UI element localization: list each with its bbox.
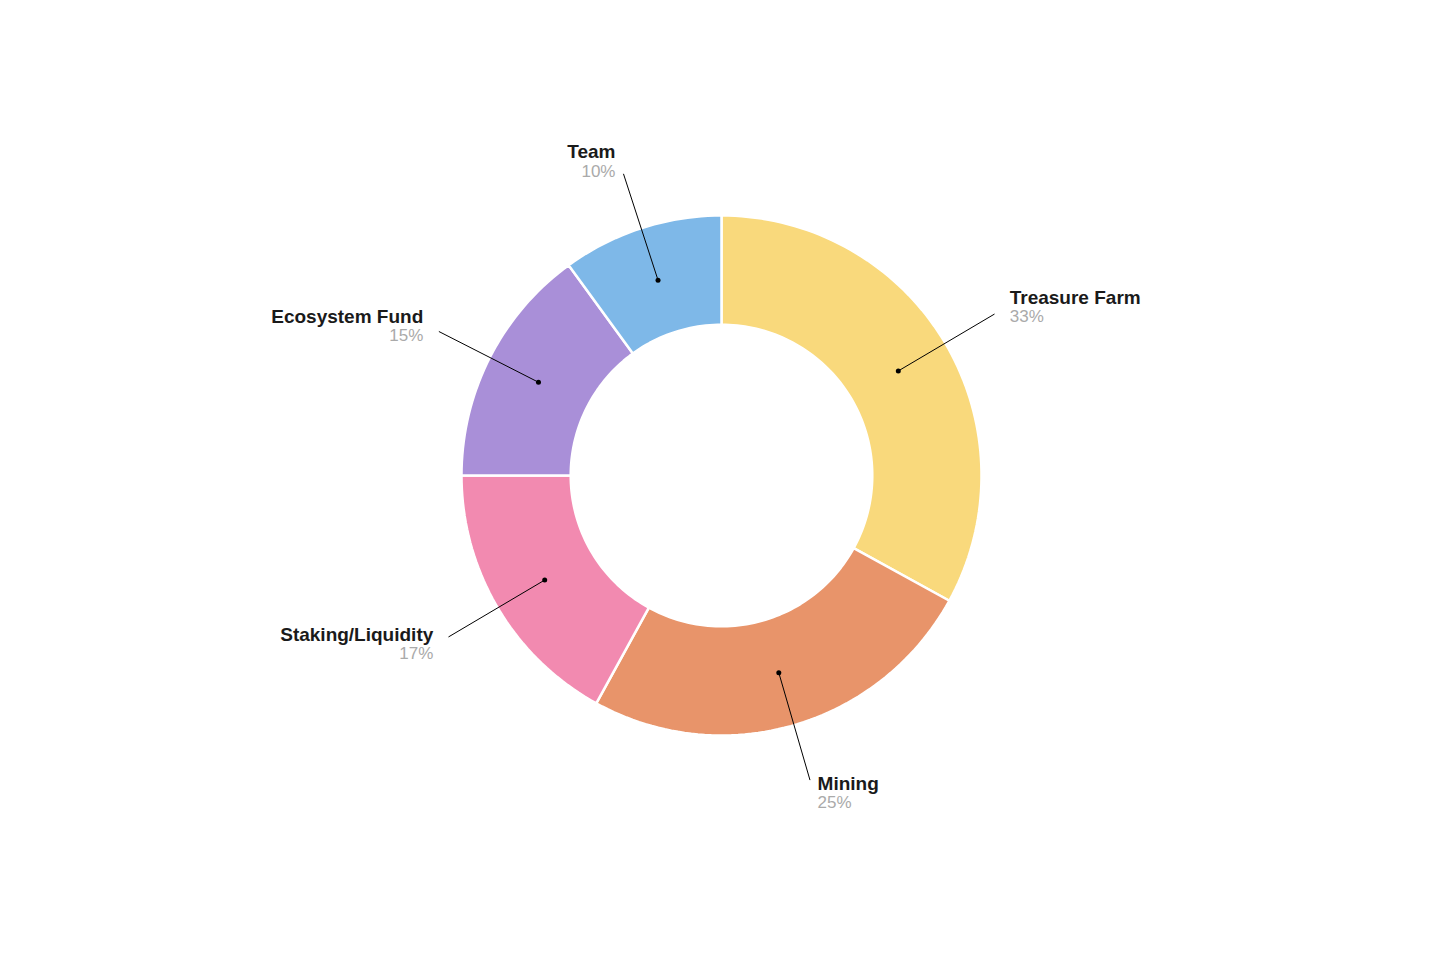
svg-text:17%: 17%	[399, 644, 433, 663]
svg-text:15%: 15%	[389, 326, 423, 345]
svg-text:33%: 33%	[1010, 307, 1044, 326]
svg-text:Treasure Farm: Treasure Farm	[1010, 287, 1141, 308]
svg-text:25%: 25%	[818, 793, 852, 812]
svg-text:Mining: Mining	[818, 773, 879, 794]
svg-text:Staking/Liquidity: Staking/Liquidity	[280, 624, 433, 645]
svg-text:Ecosystem Fund: Ecosystem Fund	[271, 306, 423, 327]
svg-text:Team: Team	[567, 141, 615, 162]
svg-text:10%: 10%	[581, 162, 615, 181]
